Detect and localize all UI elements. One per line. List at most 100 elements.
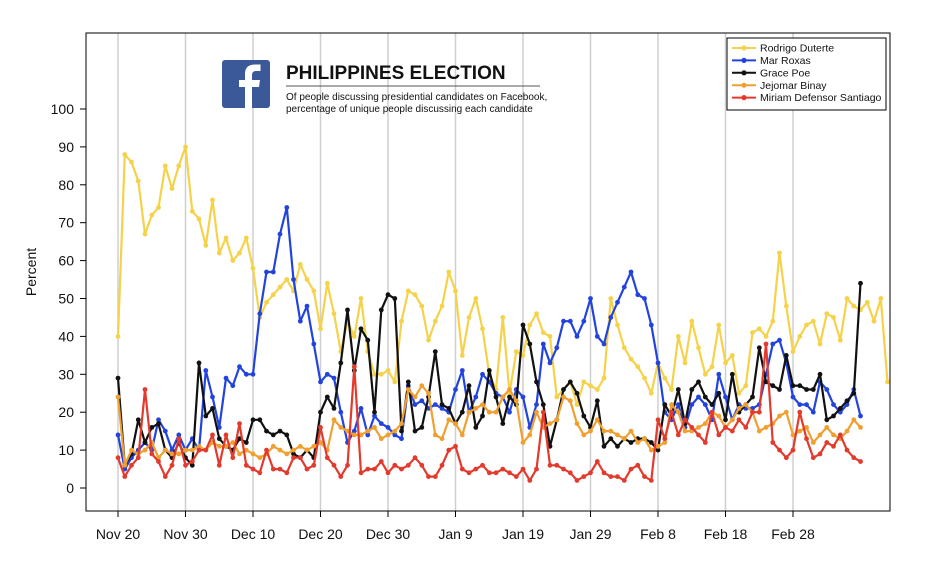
data-point [736, 390, 742, 396]
data-point [270, 443, 276, 449]
data-point [453, 387, 458, 392]
data-point [304, 303, 310, 309]
data-point [392, 432, 398, 438]
data-point [561, 466, 566, 472]
data-point [594, 387, 600, 392]
y-axis-label: Percent [23, 248, 39, 296]
data-point [662, 375, 668, 381]
data-point [574, 390, 580, 396]
y-tick-label: 40 [58, 328, 74, 344]
data-point [493, 470, 499, 476]
data-point [385, 292, 391, 298]
data-point [831, 315, 836, 320]
data-point [554, 345, 560, 351]
data-point [534, 402, 539, 407]
data-point [601, 443, 607, 449]
data-point [507, 394, 512, 400]
data-point [588, 296, 593, 301]
data-point [540, 330, 546, 335]
data-point [480, 462, 485, 468]
data-point [723, 425, 728, 430]
data-point [162, 474, 168, 479]
data-point [270, 432, 276, 438]
data-point [851, 390, 857, 396]
data-point [351, 364, 357, 370]
data-point [817, 371, 823, 377]
data-point [756, 345, 762, 351]
data-point [837, 406, 843, 411]
data-point [459, 368, 465, 373]
data-point [176, 436, 182, 442]
data-point [696, 425, 701, 430]
data-point [419, 383, 425, 389]
data-point [351, 428, 357, 434]
data-point [466, 470, 472, 476]
data-point [250, 371, 256, 377]
data-point [723, 394, 728, 400]
y-tick-label: 30 [58, 366, 74, 382]
data-point [608, 296, 614, 301]
data-point [115, 394, 121, 400]
y-tick-label: 100 [51, 101, 75, 117]
data-point [696, 394, 701, 400]
data-point [291, 447, 296, 453]
data-point [621, 345, 627, 351]
data-point [493, 394, 499, 400]
data-point [142, 231, 148, 237]
data-point [561, 394, 566, 400]
data-point [473, 394, 479, 400]
data-point [284, 277, 290, 282]
data-point [304, 466, 310, 472]
data-point [702, 402, 708, 407]
data-point [115, 432, 121, 438]
data-point [378, 371, 384, 377]
data-point [858, 280, 863, 286]
data-point [203, 243, 209, 248]
data-point [810, 440, 816, 445]
data-point [635, 440, 641, 445]
data-point [189, 208, 195, 214]
data-point [372, 425, 377, 430]
y-tick-label: 50 [58, 291, 74, 307]
data-point [581, 318, 587, 324]
data-point [230, 383, 236, 389]
data-point [689, 318, 695, 324]
data-point [682, 417, 688, 423]
data-point [750, 409, 755, 415]
data-point [662, 402, 668, 407]
data-point [716, 390, 722, 396]
data-point [669, 409, 674, 415]
data-point [716, 413, 722, 419]
data-point [864, 299, 870, 305]
data-point [561, 318, 566, 324]
data-point [588, 470, 593, 476]
data-point [716, 432, 722, 438]
data-point [810, 409, 816, 415]
data-point [162, 447, 168, 453]
data-point [588, 383, 593, 389]
data-point [486, 470, 492, 476]
data-point [729, 428, 735, 434]
data-point [696, 345, 701, 351]
data-point [682, 360, 688, 366]
data-point [318, 379, 323, 385]
data-point [513, 349, 519, 354]
data-point [574, 402, 580, 407]
data-point [520, 466, 526, 472]
data-point [378, 421, 384, 426]
data-point [480, 371, 485, 377]
data-point [237, 451, 242, 457]
data-point [189, 447, 195, 453]
data-point [642, 436, 647, 442]
data-point [783, 303, 789, 309]
data-point [655, 447, 661, 453]
data-point [331, 462, 337, 468]
chart-subtitle-line-1: Of people discussing presidential candid… [286, 92, 547, 103]
legend-swatch-point [741, 57, 747, 64]
data-point [446, 269, 452, 275]
series-line [116, 145, 889, 406]
data-point [324, 280, 330, 286]
y-tick-label: 10 [58, 442, 74, 458]
plot-frame [85, 32, 891, 512]
